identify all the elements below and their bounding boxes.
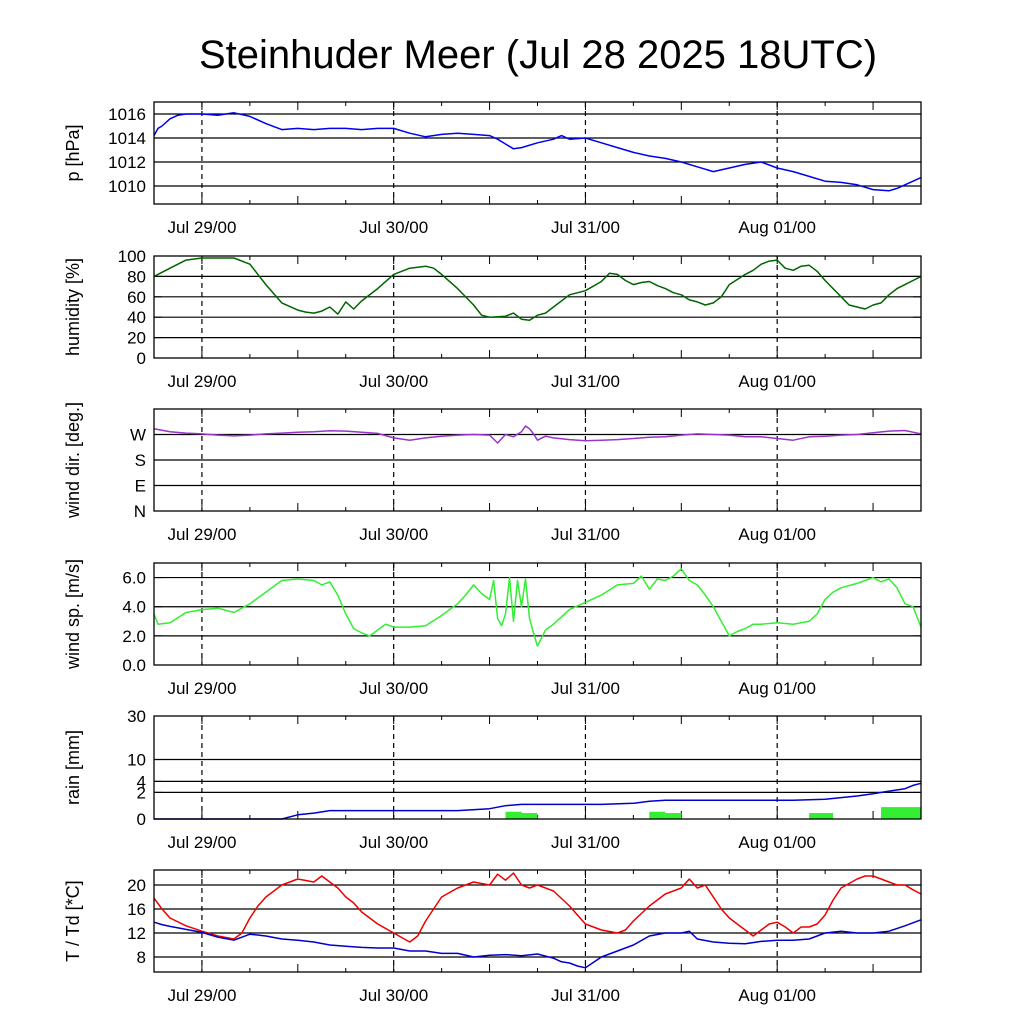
xtick-label-temperature-0: Jul 29/00 [167, 986, 236, 1005]
ytick-label-rain-2: 4 [137, 772, 146, 791]
xtick-label-wind_dir-1: Jul 30/00 [359, 525, 428, 544]
ytick-label-humidity-0: 0 [137, 349, 146, 368]
ytick-label-wind_dir-0: N [134, 502, 146, 521]
xtick-label-temperature-3: Aug 01/00 [738, 986, 816, 1005]
series-line-temperature-1 [153, 919, 922, 969]
rain-bar-1 [521, 813, 538, 819]
ytick-label-pressure-2: 1014 [108, 129, 146, 148]
series-line-temperature-0 [153, 872, 922, 943]
ytick-label-wind_dir-2: S [135, 451, 146, 470]
ytick-label-wind_dir-1: E [135, 477, 146, 496]
panel-pressure: 1010 1012 1014 1016 Jul 29/00 Jul 30/00 Jul 31… [63, 101, 922, 237]
ylabel-humidity: humidity [%] [63, 258, 83, 356]
ytick-label-temperature-3: 20 [127, 876, 146, 895]
ylabel-pressure: p [hPa] [63, 124, 83, 181]
ytick-label-humidity-5: 100 [118, 247, 146, 266]
rain-bar-5 [881, 807, 921, 819]
ytick-label-rain-4: 30 [127, 707, 146, 726]
rain-bar-2 [649, 811, 666, 819]
panel-wind_speed: 0.0 2.0 4.0 6.0 Jul 29/00 Jul 30/00 Jul 31/00 A… [63, 559, 922, 698]
ytick-label-wind_speed-3: 6.0 [122, 569, 146, 588]
ytick-label-humidity-4: 80 [127, 267, 146, 286]
xtick-label-humidity-3: Aug 01/00 [738, 372, 816, 391]
series-line-wind_speed-0 [153, 568, 922, 647]
ytick-label-temperature-2: 16 [127, 900, 146, 919]
ytick-label-rain-1: 2 [137, 783, 146, 802]
chart-title: Steinhuder Meer (Jul 28 2025 18UTC) [199, 33, 877, 77]
ylabel-rain: rain [mm] [63, 730, 83, 805]
xtick-label-temperature-2: Jul 31/00 [551, 986, 620, 1005]
panel-frame-temperature [153, 869, 922, 973]
ytick-label-wind_speed-1: 2.0 [122, 627, 146, 646]
xtick-label-rain-3: Aug 01/00 [738, 833, 816, 852]
ylabel-wind_speed: wind sp. [m/s] [63, 559, 83, 670]
xtick-label-humidity-2: Jul 31/00 [551, 372, 620, 391]
panel-frame-pressure [153, 101, 922, 205]
xtick-label-rain-1: Jul 30/00 [359, 833, 428, 852]
panel-frame-wind_speed [153, 562, 922, 666]
ytick-label-rain-3: 10 [127, 751, 146, 770]
ytick-label-temperature-1: 12 [127, 924, 146, 943]
ytick-label-humidity-3: 60 [127, 288, 146, 307]
xtick-label-rain-2: Jul 31/00 [551, 833, 620, 852]
panel-rain: 0 24 10 30 Jul 29/00 Jul 30/00 Jul 31/00 Aug 01… [63, 707, 922, 852]
ytick-label-pressure-3: 1016 [108, 105, 146, 124]
xtick-label-wind_dir-3: Aug 01/00 [738, 525, 816, 544]
panel-frame-humidity [153, 255, 922, 359]
xtick-label-wind_speed-1: Jul 30/00 [359, 679, 428, 698]
panel-temperature: 8 12 16 20 Jul 29/00 Jul 30/00 Jul 31/00 Aug 01… [63, 869, 922, 1005]
panel-frame-wind_dir [153, 408, 922, 512]
xtick-label-pressure-3: Aug 01/00 [738, 218, 816, 237]
ylabel-temperature: T / Td [*C] [63, 880, 83, 961]
xtick-label-wind_dir-0: Jul 29/00 [167, 525, 236, 544]
rain-bar-3 [665, 813, 682, 819]
rain-bar-0 [505, 811, 522, 819]
series-line-rain-0 [154, 782, 922, 820]
ytick-label-pressure-1: 1012 [108, 153, 146, 172]
xtick-label-temperature-1: Jul 30/00 [359, 986, 428, 1005]
series-line-pressure-0 [153, 112, 922, 192]
panel-frame-rain [153, 715, 922, 820]
ytick-label-wind_speed-2: 4.0 [122, 598, 146, 617]
ytick-label-rain-0: 0 [137, 810, 146, 829]
series-line-wind_dir-0 [153, 425, 922, 444]
xtick-label-pressure-0: Jul 29/00 [167, 218, 236, 237]
ytick-label-wind_dir-3: W [130, 426, 146, 445]
rain-bar-4 [809, 813, 834, 819]
series-line-humidity-0 [153, 257, 922, 322]
ytick-label-humidity-1: 20 [127, 329, 146, 348]
xtick-label-wind_speed-3: Aug 01/00 [738, 679, 816, 698]
xtick-label-pressure-1: Jul 30/00 [359, 218, 428, 237]
xtick-label-humidity-1: Jul 30/00 [359, 372, 428, 391]
ytick-label-humidity-2: 40 [127, 308, 146, 327]
ytick-label-temperature-0: 8 [137, 948, 146, 967]
xtick-label-wind_speed-2: Jul 31/00 [551, 679, 620, 698]
ylabel-wind_dir: wind dir. [deg.] [63, 402, 83, 519]
xtick-label-pressure-2: Jul 31/00 [551, 218, 620, 237]
xtick-label-wind_dir-2: Jul 31/00 [551, 525, 620, 544]
xtick-label-rain-0: Jul 29/00 [167, 833, 236, 852]
xtick-label-humidity-0: Jul 29/00 [167, 372, 236, 391]
ytick-label-wind_speed-0: 0.0 [122, 656, 146, 675]
ytick-label-pressure-0: 1010 [108, 177, 146, 196]
xtick-label-wind_speed-0: Jul 29/00 [167, 679, 236, 698]
